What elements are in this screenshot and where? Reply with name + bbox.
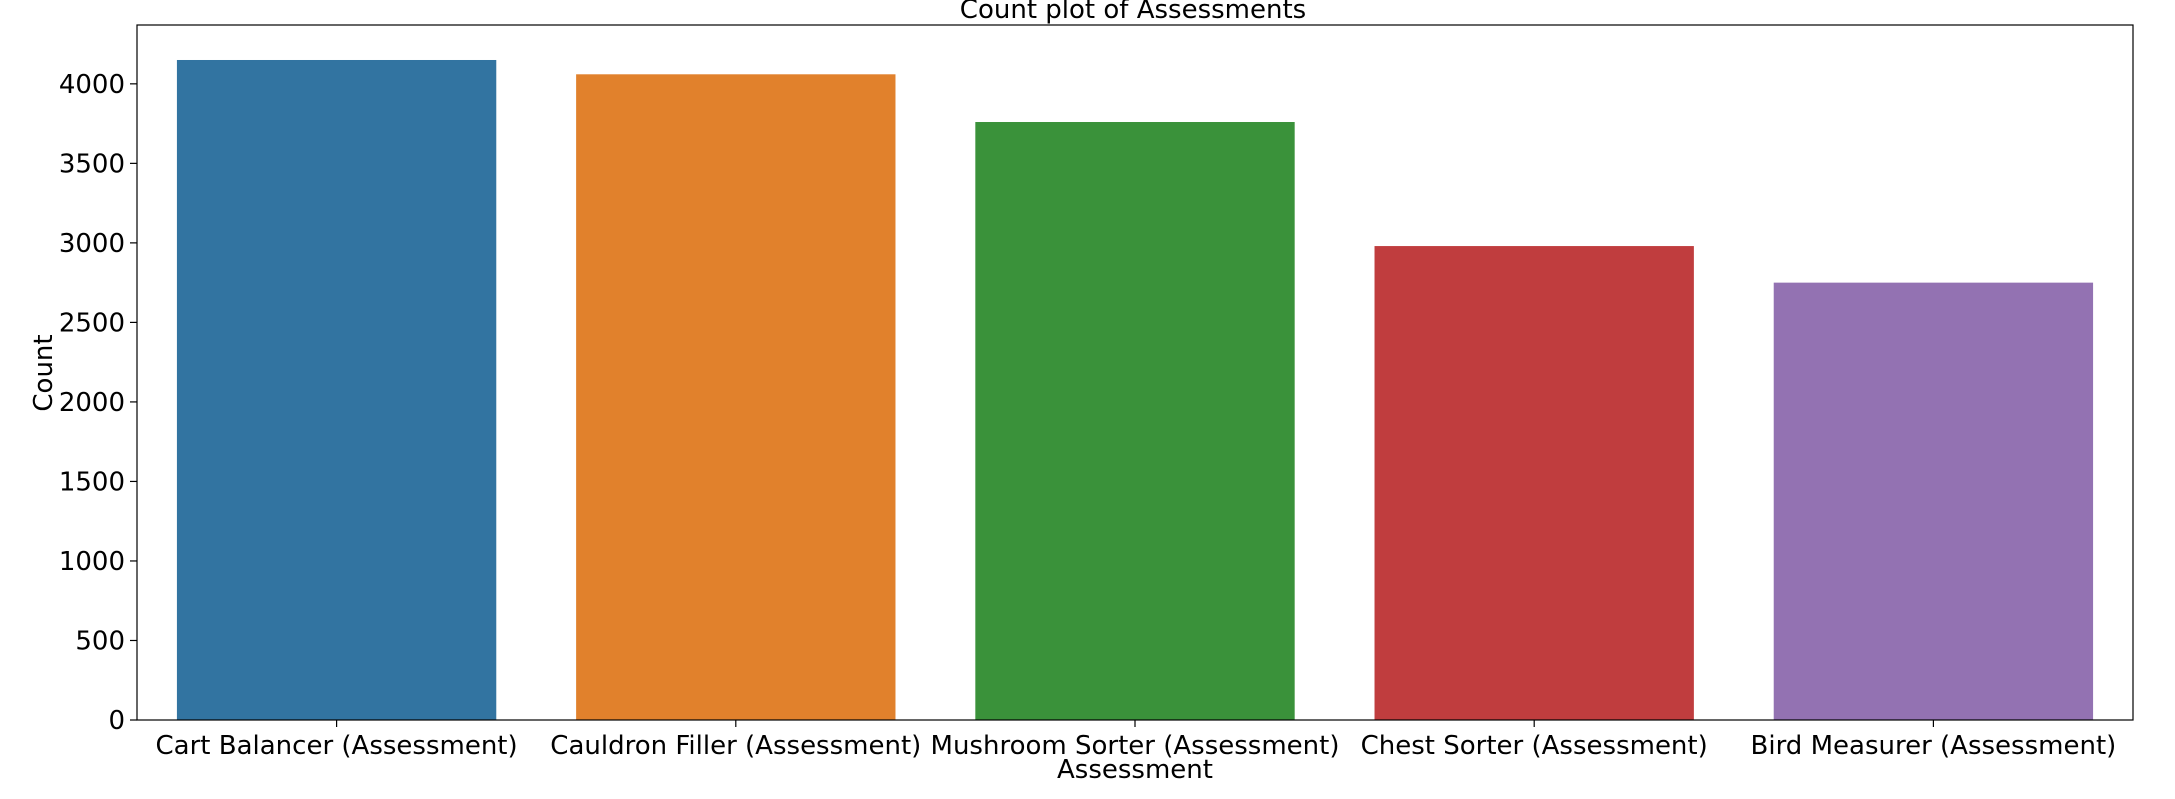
x-axis-ticks: Cart Balancer (Assessment) Cauldron Fille…	[156, 720, 2117, 761]
x-axis-label: Assessment	[1057, 755, 1213, 785]
bars-layer	[176, 59, 2094, 721]
bar	[176, 59, 497, 721]
y-tick-label: 1500	[59, 467, 125, 497]
y-tick-label: 0	[108, 706, 125, 736]
x-tick-label: Chest Sorter (Assessment)	[1361, 731, 1708, 761]
x-tick-label: Cauldron Filler (Assessment)	[550, 731, 921, 761]
y-tick-label: 3000	[59, 229, 125, 259]
bar	[576, 74, 896, 721]
x-tick-label: Cart Balancer (Assessment)	[156, 731, 518, 761]
bar	[975, 122, 1295, 720]
bar	[1773, 282, 2094, 720]
plot-frame	[136, 24, 2134, 721]
y-tick-label: 500	[75, 626, 125, 656]
y-axis-label: Count	[29, 334, 59, 411]
y-tick-label: 2000	[59, 388, 125, 418]
chart-title: Count plot of Assessments	[960, 0, 1306, 25]
y-tick-label: 4000	[59, 70, 125, 100]
x-tick-label: Mushroom Sorter (Assessment)	[931, 731, 1340, 761]
y-tick-label: 3500	[59, 149, 125, 179]
y-tick-label: 2500	[59, 308, 125, 338]
y-axis-ticks: 0 500 1000 1500 2000 2500 3000 3500 4000	[59, 70, 137, 736]
x-tick-label: Bird Measurer (Assessment)	[1751, 731, 2117, 761]
y-tick-label: 1000	[59, 547, 125, 577]
bar	[1374, 246, 1694, 720]
